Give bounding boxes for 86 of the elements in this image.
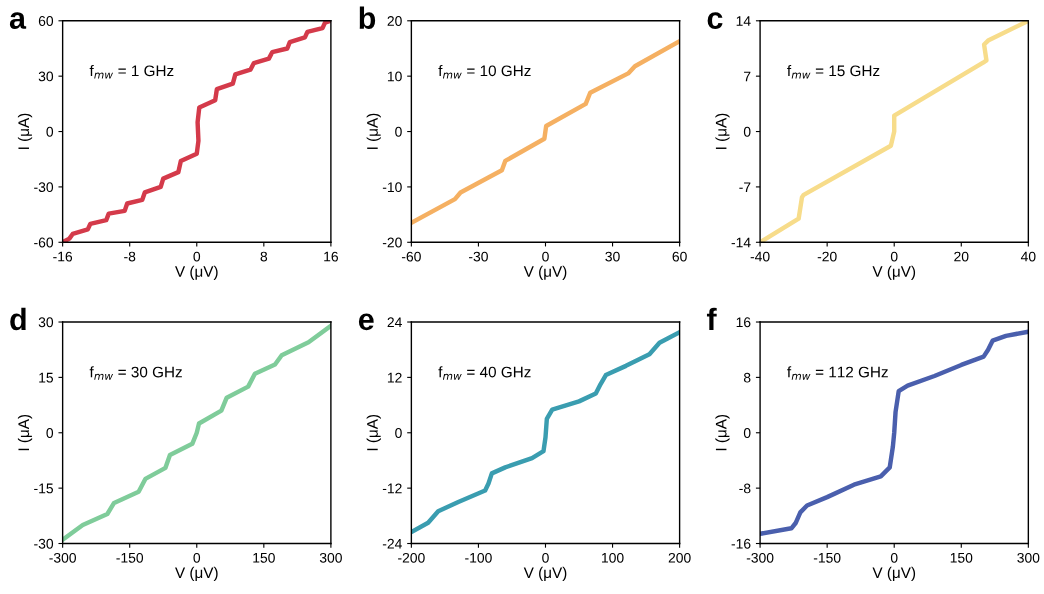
x-tick-label: 300 [319, 552, 342, 563]
y-tick-label: 7 [744, 71, 751, 82]
x-tick-label: -8 [124, 251, 136, 262]
x-tick-label: -20 [817, 251, 837, 262]
y-tick-label: -20 [382, 237, 402, 248]
y-tick-label: 24 [387, 317, 402, 328]
y-axis-title: I (μA) [366, 113, 381, 149]
x-tick-label: 300 [1017, 552, 1040, 563]
x-tick-label: 8 [260, 251, 268, 262]
y-tick-label: 30 [38, 71, 54, 82]
line-series [411, 39, 680, 226]
y-tick-label: 15 [39, 372, 54, 383]
x-tick-label: 60 [672, 251, 687, 262]
y-tick-label: 16 [736, 317, 751, 328]
x-tick-label: 0 [542, 552, 549, 563]
x-tick-label: 100 [602, 552, 624, 563]
y-tick-label: -10 [382, 182, 402, 193]
x-tick-label: 16 [324, 251, 338, 262]
chart-title: b [359, 6, 376, 29]
chart-title: f [706, 307, 717, 330]
y-axis-title: I (μA) [17, 113, 33, 149]
y-tick-label: 0 [743, 428, 751, 438]
x-tick-label: -300 [746, 552, 774, 563]
x-axis-title: V (μV) [523, 566, 567, 582]
y-tick-label: 30 [38, 317, 54, 328]
y-tick-label: 8 [743, 372, 751, 383]
chart-title: c [707, 12, 723, 29]
x-axis-title: V (μV) [523, 265, 567, 280]
x-tick-label: -150 [116, 552, 144, 563]
line-series [411, 329, 680, 535]
y-tick-label: 10 [387, 71, 402, 82]
y-tick-label: 0 [46, 126, 54, 137]
annotation: f$_{mw}$ = 10 GHz [438, 65, 531, 79]
chart-title: a [9, 12, 27, 29]
x-axis-title: V (μV) [175, 265, 218, 280]
y-tick-label: 0 [395, 126, 402, 137]
x-tick-label: 0 [193, 552, 201, 563]
y-tick-label: -24 [382, 538, 402, 549]
y-tick-label: 0 [395, 428, 402, 438]
x-tick-label: -40 [750, 251, 770, 262]
x-tick-label: 0 [193, 251, 201, 262]
x-tick-label: 0 [890, 552, 898, 563]
x-tick-label: -30 [469, 251, 488, 262]
x-tick-label: -300 [49, 552, 76, 563]
annotation: f$_{mw}$ = 112 GHz [787, 366, 888, 380]
x-tick-label: 0 [890, 251, 898, 262]
x-tick-label: 200 [668, 552, 691, 563]
y-tick-label: 12 [387, 372, 402, 383]
y-tick-label: -12 [382, 483, 402, 494]
annotation: f$_{mw}$ = 15 GHz [787, 65, 880, 79]
x-tick-label: -150 [813, 552, 841, 563]
line-series [760, 329, 1029, 537]
y-axis-title: I (μA) [715, 414, 730, 451]
y-axis-title: I (μA) [366, 414, 381, 451]
x-tick-label: 150 [253, 552, 275, 563]
y-tick-label: -16 [731, 538, 751, 549]
y-tick-label: -7 [739, 182, 751, 192]
y-tick-label: -15 [34, 483, 54, 494]
x-tick-label: 40 [1020, 251, 1036, 262]
x-tick-label: 150 [950, 552, 973, 563]
x-tick-label: 0 [542, 251, 549, 262]
y-axis-title: I (μA) [17, 414, 33, 451]
y-tick-label: 0 [743, 126, 751, 137]
y-tick-label: -30 [34, 538, 54, 549]
y-tick-label: 0 [46, 428, 54, 438]
y-tick-label: -14 [731, 237, 751, 248]
annotation: f$_{mw}$ = 30 GHz [89, 366, 182, 380]
chart-title: e [358, 313, 374, 331]
x-tick-label: 30 [605, 251, 620, 262]
y-tick-label: -60 [34, 237, 54, 248]
annotation: f$_{mw}$ = 1 GHz [89, 65, 174, 79]
chart-title: d [10, 307, 26, 331]
x-axis-title: V (μV) [872, 566, 916, 582]
x-tick-label: -200 [398, 552, 425, 563]
x-axis-title: V (μV) [872, 265, 916, 280]
y-tick-label: -8 [739, 483, 751, 494]
y-tick-label: 20 [387, 16, 402, 26]
annotation: f$_{mw}$ = 40 GHz [438, 366, 531, 380]
x-tick-label: 20 [954, 251, 969, 262]
x-tick-label: -100 [465, 552, 492, 563]
y-tick-label: -30 [34, 182, 54, 193]
y-tick-label: 60 [38, 16, 54, 26]
x-tick-label: -16 [53, 251, 73, 262]
x-axis-title: V (μV) [175, 566, 218, 582]
y-axis-title: I (μA) [715, 113, 730, 149]
y-tick-label: 14 [736, 16, 751, 26]
